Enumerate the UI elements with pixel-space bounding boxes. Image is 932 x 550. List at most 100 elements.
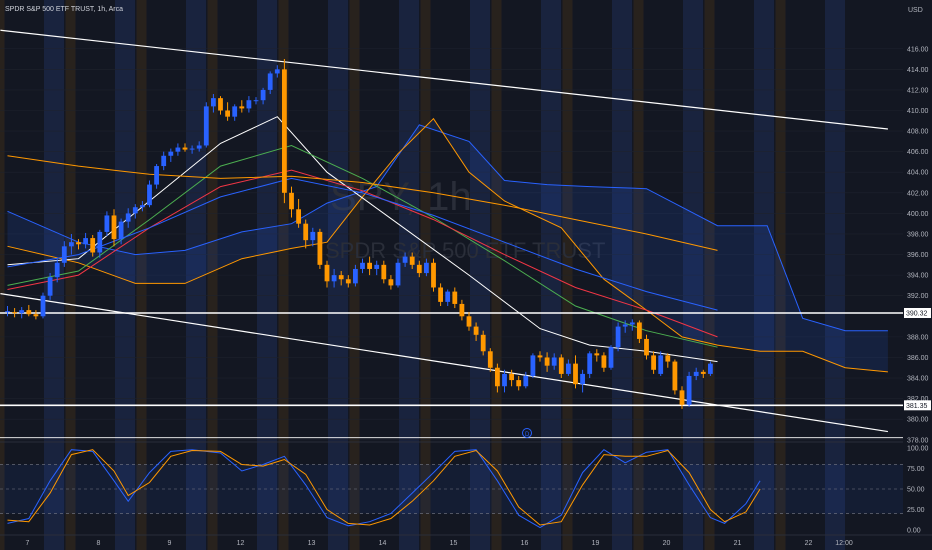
- candle-body: [601, 355, 607, 368]
- candle-body: [409, 256, 415, 265]
- candle-body: [424, 262, 429, 274]
- candle-body: [218, 98, 223, 111]
- time-tick-label: 15: [450, 540, 458, 547]
- candle: [637, 320, 642, 344]
- cloud-fill: [7, 118, 888, 372]
- candle: [267, 71, 273, 95]
- osc-tick-label: 100.00: [907, 446, 929, 453]
- candle-body: [125, 213, 131, 222]
- candle: [189, 145, 195, 154]
- time-axis[interactable]: 7 8 9 12 13 14 15 16 19 20 21 22 12:00: [0, 534, 932, 547]
- osc-tick-label: 25.00: [907, 507, 925, 514]
- candle-body: [90, 238, 96, 253]
- moving-averages: [7, 116, 718, 363]
- candle-body: [310, 231, 316, 241]
- candle-body: [615, 326, 621, 348]
- candle: [473, 322, 479, 341]
- candle: [338, 271, 344, 286]
- candle-body: [317, 231, 323, 265]
- candle-body: [487, 351, 493, 368]
- candle-body: [580, 373, 585, 385]
- candle-body: [19, 310, 25, 314]
- candle: [644, 334, 649, 360]
- event-marker[interactable]: D: [522, 428, 532, 439]
- candle: [274, 65, 280, 78]
- candle-body: [338, 275, 344, 280]
- candle-body: [5, 311, 10, 313]
- candle-body: [76, 242, 81, 245]
- osc-tick-label: 75.00: [907, 466, 925, 473]
- time-tick-label: 21: [734, 540, 742, 547]
- svg-text:D: D: [525, 432, 530, 438]
- ichimoku-cloud: [7, 117, 888, 373]
- candle-body: [196, 145, 202, 149]
- candle: [83, 232, 88, 249]
- candle-body: [61, 246, 67, 263]
- candle: [239, 100, 245, 113]
- price-tick-label: 394.00: [907, 273, 929, 280]
- watermark-name: SPDR S&P 500 ETF TRUST: [325, 238, 605, 263]
- candle: [12, 308, 17, 318]
- time-tick-label: 9: [168, 540, 172, 547]
- time-tick-label: 12: [237, 540, 245, 547]
- candle: [310, 227, 316, 247]
- candle-body: [324, 264, 330, 282]
- candle: [409, 252, 415, 269]
- candle-body: [132, 207, 138, 214]
- candle: [69, 233, 74, 255]
- candle-body: [686, 375, 692, 405]
- candle-body: [651, 355, 656, 370]
- candle: [47, 273, 53, 300]
- price-tick-label: 410.00: [907, 108, 929, 115]
- candle-body: [111, 215, 117, 240]
- candle: [558, 354, 564, 379]
- price-tick-label: 406.00: [907, 149, 929, 156]
- candle: [360, 258, 365, 274]
- candle: [615, 322, 621, 352]
- candle: [97, 229, 103, 258]
- candle-body: [12, 312, 17, 314]
- price-tick-label: 416.00: [907, 46, 929, 53]
- candle: [629, 319, 635, 331]
- candle-body: [544, 357, 550, 366]
- candle-body: [402, 256, 408, 263]
- candle-body: [622, 324, 628, 327]
- price-tick-label: 402.00: [907, 190, 929, 197]
- candle: [466, 312, 472, 331]
- price-level-tag: [904, 307, 931, 318]
- moving-average-3: [7, 177, 718, 311]
- candle-body: [381, 264, 387, 280]
- candle: [40, 292, 46, 319]
- price-tick-label: 412.00: [907, 87, 929, 94]
- time-tick-label: 16: [521, 540, 529, 547]
- candle: [154, 164, 159, 189]
- candle: [367, 256, 372, 276]
- candle-body: [154, 166, 159, 185]
- cloud-lower-line: [7, 117, 888, 373]
- candle: [480, 330, 486, 356]
- candle-body: [587, 353, 593, 374]
- candle-body: [175, 147, 181, 152]
- candle-body: [118, 221, 124, 240]
- candle: [61, 241, 67, 267]
- candle-body: [445, 291, 451, 302]
- price-axis[interactable]: 416.00 414.00 412.00 410.00 408.00 406.00 404.…: [903, 0, 932, 550]
- candle: [104, 211, 110, 237]
- candle: [140, 201, 145, 212]
- candle: [700, 369, 706, 379]
- currency-label: USD: [908, 7, 923, 14]
- candle: [445, 289, 451, 306]
- candle-body: [480, 334, 486, 352]
- candle: [658, 351, 664, 376]
- time-tick-label: 12:00: [835, 540, 853, 547]
- candle-body: [516, 380, 522, 387]
- candle-body: [239, 106, 245, 109]
- candle: [573, 355, 578, 389]
- candle: [594, 349, 600, 362]
- candle: [175, 143, 181, 156]
- price-tick-label: 386.00: [907, 355, 929, 362]
- candle-body: [168, 151, 174, 156]
- candle: [708, 361, 713, 376]
- candle: [246, 96, 252, 113]
